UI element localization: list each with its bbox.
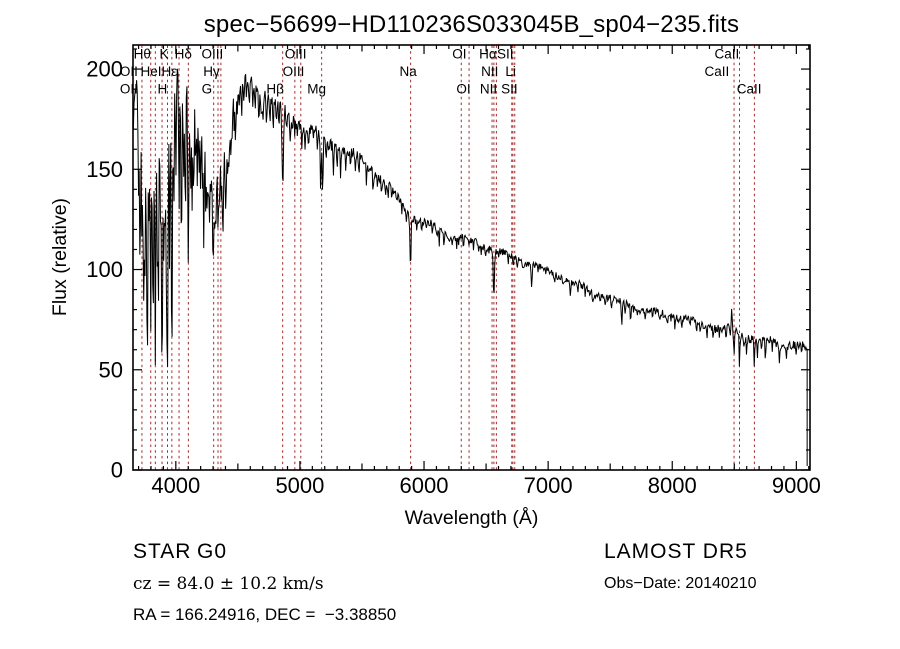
svg-text:150: 150 xyxy=(86,157,123,182)
svg-text:Hβ: Hβ xyxy=(266,82,284,97)
svg-text:Flux (relative): Flux (relative) xyxy=(49,198,71,316)
survey-release-label: LAMOST DR5 xyxy=(604,540,748,563)
svg-text:Hδ: Hδ xyxy=(175,47,192,62)
svg-text:NII: NII xyxy=(481,64,498,79)
svg-text:9000: 9000 xyxy=(772,473,821,498)
svg-text:7000: 7000 xyxy=(524,473,573,498)
svg-text:Hε: Hε xyxy=(161,64,177,79)
svg-text:NII: NII xyxy=(480,82,497,97)
svg-text:OII: OII xyxy=(120,82,138,97)
svg-text:CaII: CaII xyxy=(705,64,730,79)
svg-text:HeI: HeI xyxy=(140,64,161,79)
svg-text:Li: Li xyxy=(505,64,516,79)
svg-text:0: 0 xyxy=(111,458,123,483)
svg-text:CaII: CaII xyxy=(737,82,762,97)
svg-text:H: H xyxy=(158,82,168,97)
svg-text:CaII: CaII xyxy=(714,47,739,62)
svg-text:OII: OII xyxy=(120,64,138,79)
svg-text:4000: 4000 xyxy=(151,473,200,498)
svg-text:Hα: Hα xyxy=(479,47,497,62)
ra-dec-text: RA = 166.24916, DEC = −3.38850 xyxy=(133,605,397,624)
cz-velocity-text: cz = 84.0 ± 10.2 km/s xyxy=(133,574,324,594)
svg-text:SII: SII xyxy=(497,47,514,62)
obs-date-text: Obs−Date: 20140210 xyxy=(604,575,757,592)
svg-text:200: 200 xyxy=(86,57,123,82)
svg-text:OIII: OIII xyxy=(283,64,305,79)
svg-text:5000: 5000 xyxy=(275,473,324,498)
svg-text:OI: OI xyxy=(452,47,466,62)
svg-text:Hγ: Hγ xyxy=(203,64,220,79)
svg-text:G: G xyxy=(202,82,213,97)
svg-text:Mg: Mg xyxy=(307,82,326,97)
svg-text:Na: Na xyxy=(400,64,418,79)
svg-text:OI: OI xyxy=(456,82,470,97)
svg-text:50: 50 xyxy=(99,357,123,382)
svg-text:Hθ: Hθ xyxy=(134,47,151,62)
svg-text:OIII: OIII xyxy=(202,47,224,62)
svg-text:Wavelength (Å): Wavelength (Å) xyxy=(405,506,539,529)
svg-text:K: K xyxy=(160,47,169,62)
plot-title: spec−56699−HD110236S033045B_sp04−235.fit… xyxy=(203,11,740,38)
subclass-label: G0 xyxy=(197,540,228,563)
svg-text:6000: 6000 xyxy=(400,473,449,498)
svg-text:SII: SII xyxy=(501,82,518,97)
svg-text:8000: 8000 xyxy=(648,473,697,498)
svg-text:OIII: OIII xyxy=(285,47,307,62)
svg-text:100: 100 xyxy=(86,257,123,282)
object-class-label: STAR xyxy=(133,540,192,563)
